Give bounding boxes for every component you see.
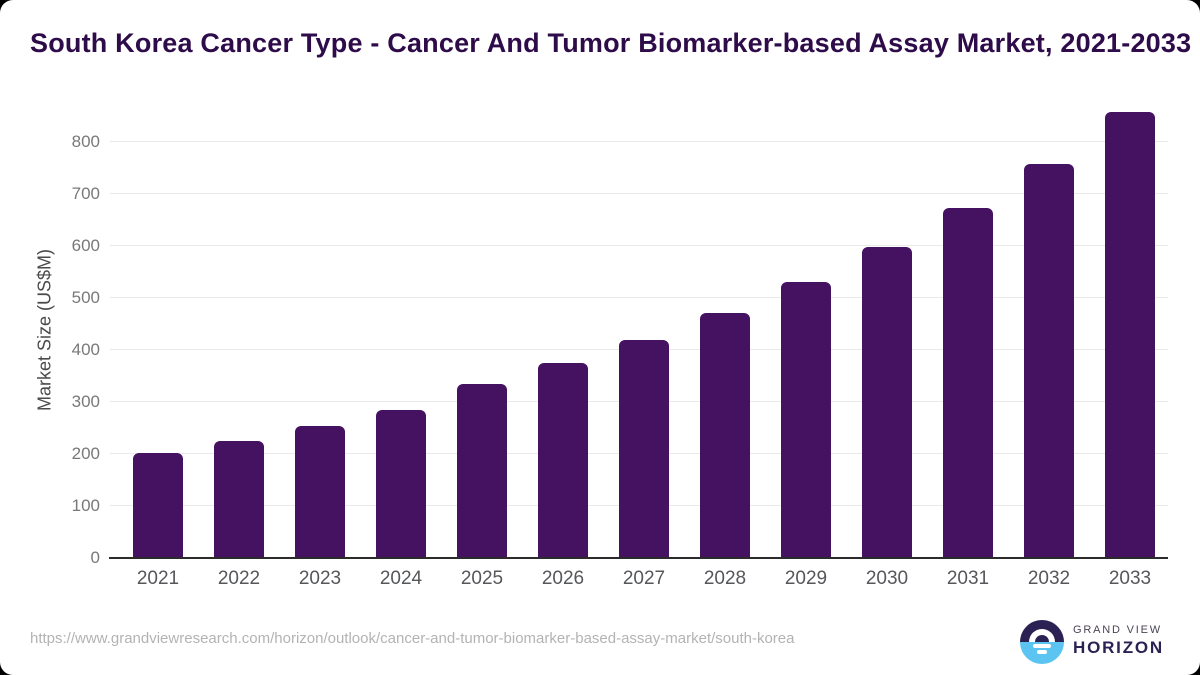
- y-tick-300: 300: [71, 391, 100, 411]
- gridline-700: [110, 192, 1168, 194]
- brand-logo: GRAND VIEW HORIZON: [1020, 620, 1180, 666]
- gridline-800: [110, 140, 1168, 142]
- source-url: https://www.grandviewresearch.com/horizo…: [30, 630, 795, 647]
- y-tick-200: 200: [71, 443, 100, 463]
- y-tick-600: 600: [71, 235, 100, 255]
- bar-2031: [943, 208, 993, 558]
- x-axis-line: [109, 557, 1168, 559]
- y-axis-tick-labels: 0 100 200 300 400 500 600 700 800: [0, 100, 100, 567]
- bar-2026: [538, 363, 588, 558]
- x-tick-2025: 2025: [460, 568, 504, 589]
- bar-2025: [457, 383, 507, 558]
- y-tick-500: 500: [71, 287, 100, 307]
- bar-2030: [862, 247, 912, 558]
- x-tick-2024: 2024: [379, 568, 423, 589]
- x-tick-2032: 2032: [1027, 568, 1071, 589]
- x-tick-2026: 2026: [541, 568, 585, 589]
- x-tick-2021: 2021: [136, 568, 180, 589]
- bar-2021: [133, 453, 183, 558]
- x-tick-2031: 2031: [946, 568, 990, 589]
- x-tick-2029: 2029: [784, 568, 828, 589]
- x-tick-2027: 2027: [622, 568, 666, 589]
- y-tick-100: 100: [71, 495, 100, 515]
- x-tick-2023: 2023: [298, 568, 342, 589]
- bar-2024: [376, 409, 426, 558]
- x-axis-tick-labels: 2021 2022 2023 2024 2025 2026 2027 2028 2029 2030…: [110, 568, 1168, 594]
- gridline-500: [110, 296, 1168, 298]
- x-tick-2028: 2028: [703, 568, 747, 589]
- bar-2022: [214, 440, 264, 558]
- x-tick-2033: 2033: [1108, 568, 1152, 589]
- horizon-sun-icon: [1020, 620, 1064, 664]
- brand-name-top: GRAND VIEW: [1073, 624, 1162, 636]
- bar-2028: [700, 313, 750, 558]
- y-tick-400: 400: [71, 339, 100, 359]
- bar-2027: [619, 339, 669, 558]
- plot-area: [109, 100, 1168, 559]
- bar-2033: [1105, 111, 1155, 558]
- y-tick-0: 0: [90, 548, 100, 567]
- brand-name-bottom: HORIZON: [1073, 638, 1164, 657]
- y-tick-800: 800: [71, 131, 100, 151]
- bar-2032: [1024, 164, 1074, 558]
- chart-title: South Korea Cancer Type - Cancer And Tum…: [30, 28, 1192, 58]
- x-tick-2022: 2022: [217, 568, 261, 589]
- y-tick-700: 700: [71, 183, 100, 203]
- bar-2029: [781, 282, 831, 558]
- x-tick-2030: 2030: [865, 568, 909, 589]
- bar-2023: [295, 425, 345, 558]
- gridline-600: [110, 244, 1168, 246]
- brand-logo-text: GRAND VIEW HORIZON: [1073, 624, 1164, 658]
